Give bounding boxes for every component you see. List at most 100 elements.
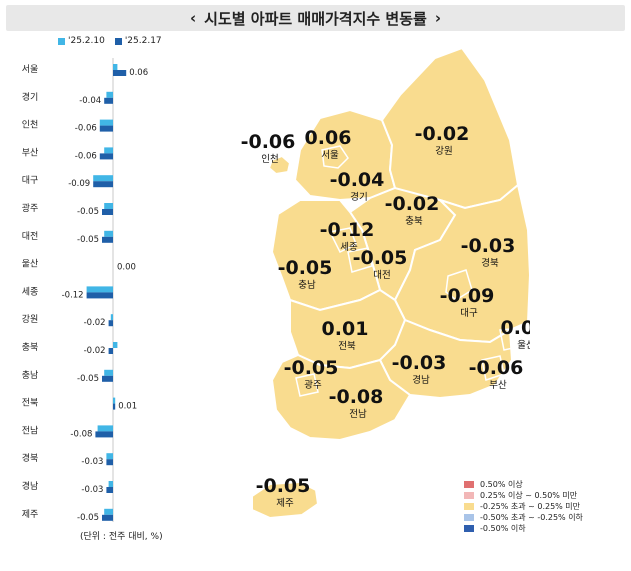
map-region-daegu[interactable] [445, 269, 473, 301]
bar-series-1 [104, 508, 113, 515]
bar-series-2 [106, 487, 113, 493]
legend-item-series-2: '25.2.17 [114, 36, 162, 46]
map-region-gwangju[interactable] [295, 373, 319, 397]
bar-series-1 [104, 230, 113, 237]
legend-label-4: -0.50% 초과 ~ -0.25% 이하 [480, 513, 583, 522]
legend-row-3: -0.25% 초과 ~ 0.25% 미만 [464, 501, 583, 512]
map-value-label: -0.05 [256, 475, 311, 497]
bar-series-2 [108, 320, 113, 327]
legend-label-2: 0.25% 이상 ~ 0.50% 미만 [480, 491, 578, 500]
bar-series-1 [99, 119, 113, 126]
category-label: 서울 [22, 64, 39, 75]
category-label: 울산 [22, 259, 39, 270]
bar-legend: '25.2.10 '25.2.17 [58, 36, 162, 46]
category-label: 광주 [22, 202, 39, 214]
bar-series-2 [86, 292, 113, 299]
legend-row-2: 0.25% 이상 ~ 0.50% 미만 [464, 490, 583, 501]
category-label: 세종 [22, 286, 39, 297]
map-shapes [251, 46, 530, 520]
category-label: 전남 [22, 425, 39, 436]
bar-series-2 [104, 97, 113, 104]
legend-swatch-5 [464, 525, 474, 532]
bar-series-2 [102, 375, 113, 382]
map-region-label: 충북 [405, 216, 423, 227]
data-label: 0.00 [117, 263, 136, 273]
legend-row-5: -0.50% 이하 [464, 523, 583, 534]
map-region-incheon-island[interactable] [267, 154, 292, 176]
data-label: 0.06 [129, 68, 148, 78]
map-region-label: 인천 [261, 154, 278, 165]
map-value-label: -0.02 [385, 193, 440, 215]
category-label: 충북 [22, 342, 39, 353]
map-value-label: -0.12 [320, 219, 375, 241]
korea-map: -0.06인천0.06서울-0.04경기-0.02강원-0.02충북-0.12세… [241, 46, 530, 520]
legend-swatch-series-2 [114, 37, 122, 45]
map-region-label: 광주 [304, 379, 322, 391]
data-label: -0.03 [81, 457, 103, 467]
category-label: 충남 [22, 370, 39, 381]
chevron-left-icon[interactable]: ‹ [189, 9, 197, 27]
map-value-label: -0.02 [415, 123, 470, 145]
bar-series-1 [86, 286, 113, 293]
map-value-label: -0.06 [469, 357, 524, 379]
legend-swatch-series-1 [58, 37, 65, 45]
map-region-label: 경북 [481, 257, 499, 269]
map-region-label: 대구 [460, 308, 478, 319]
map-value-label: -0.05 [284, 357, 339, 379]
legend-row-4: -0.50% 초과 ~ -0.25% 이하 [464, 512, 583, 523]
map-region-label: 부산 [489, 380, 507, 391]
map-value-label: 0.06 [305, 127, 352, 149]
data-label: -0.02 [84, 318, 106, 328]
legend-item-series-1: '25.2.10 [58, 36, 105, 46]
map-labels: -0.06인천0.06서울-0.04경기-0.02강원-0.02충북-0.12세… [241, 123, 530, 509]
map-region-busan[interactable] [481, 355, 505, 381]
bar-series-2 [113, 70, 127, 76]
bar-series-2 [102, 236, 113, 243]
map-region-seoul[interactable] [321, 145, 349, 169]
legend-swatch-4 [464, 514, 474, 521]
bar-series-2 [106, 459, 113, 466]
bar-series-2 [99, 125, 113, 132]
bar-series-1 [113, 342, 118, 348]
map-value-label: -0.04 [330, 169, 385, 191]
data-label: -0.03 [81, 485, 103, 495]
bar-series-1 [104, 147, 113, 154]
bar-series-2 [93, 181, 113, 188]
bar-series-1 [110, 314, 113, 321]
bar-series-1 [97, 425, 113, 432]
legend-label-3: -0.25% 초과 ~ 0.25% 미만 [480, 502, 581, 511]
chevron-right-icon[interactable]: › [434, 9, 442, 27]
category-label: 인천 [22, 120, 39, 131]
data-label: -0.02 [84, 346, 106, 356]
map-value-label: -0.03 [461, 235, 516, 257]
category-label: 부산 [22, 147, 39, 158]
map-region-sejong[interactable] [328, 227, 357, 254]
data-label: -0.04 [79, 96, 101, 106]
bar-series-1 [108, 481, 113, 487]
data-label: -0.05 [77, 374, 99, 384]
bar-series-1 [113, 397, 116, 404]
bar-series-1 [104, 369, 113, 376]
bar-series-2 [108, 348, 113, 354]
map-value-label: -0.08 [329, 386, 384, 408]
category-label: 전북 [22, 398, 39, 409]
map-value-label: 0.01 [322, 318, 369, 340]
map-region-label: 강원 [435, 146, 452, 157]
bar-series-2 [102, 514, 113, 521]
map-value-label: -0.03 [392, 352, 447, 374]
map-region-daejeon[interactable] [347, 247, 373, 273]
legend-label-5: -0.50% 이하 [480, 524, 526, 533]
legend-swatch-1 [464, 481, 474, 488]
map-region-label: 경남 [412, 374, 430, 386]
map-region-label: 제주 [276, 498, 294, 509]
map-value-label: -0.06 [241, 131, 296, 153]
map-city-borders [295, 145, 523, 397]
category-label: 대전 [22, 231, 39, 242]
map-region-jeju[interactable] [251, 480, 320, 520]
legend-label-1: 0.50% 이상 [480, 480, 523, 489]
data-label: -0.05 [77, 513, 99, 523]
legend-label-series-1: '25.2.10 [68, 36, 105, 46]
map-value-label: -0.05 [278, 257, 333, 279]
legend-swatch-2 [464, 492, 474, 499]
map-region-ulsan[interactable] [499, 327, 523, 351]
